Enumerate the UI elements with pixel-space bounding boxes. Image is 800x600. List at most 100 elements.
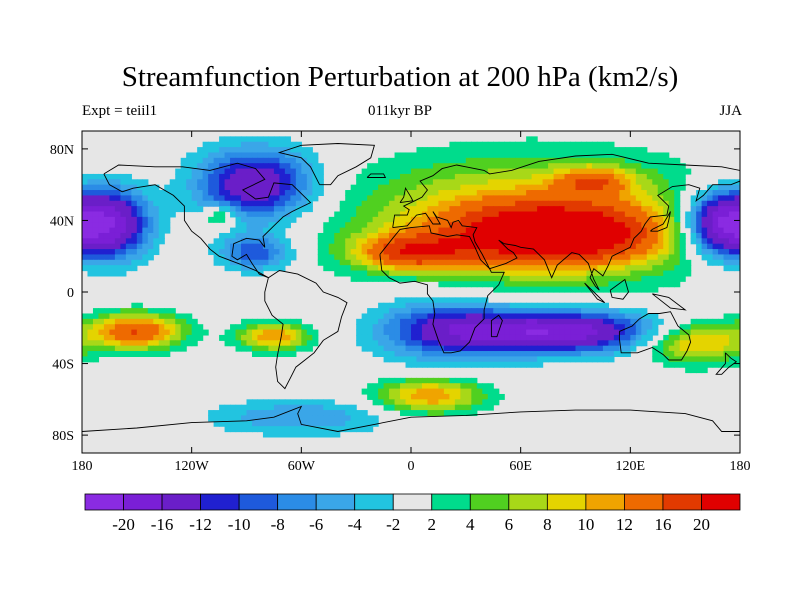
contour-cell bbox=[718, 243, 725, 250]
contour-cell bbox=[526, 281, 533, 288]
contour-cell bbox=[372, 324, 379, 331]
contour-cell bbox=[657, 254, 664, 261]
contour-cell bbox=[531, 179, 538, 186]
contour-cell bbox=[251, 415, 259, 422]
contour-cell bbox=[679, 329, 686, 336]
contour-cell bbox=[646, 173, 653, 180]
contour-cell bbox=[290, 254, 297, 261]
contour-cell bbox=[279, 399, 286, 406]
contour-cell bbox=[125, 222, 132, 229]
contour-cell bbox=[564, 222, 571, 229]
contour-cell bbox=[421, 195, 429, 202]
contour-cell bbox=[454, 147, 461, 154]
contour-cell bbox=[668, 168, 675, 175]
contour-cell bbox=[602, 216, 609, 223]
contour-cell bbox=[438, 410, 445, 417]
contour-cell bbox=[712, 356, 719, 363]
contour-cell bbox=[520, 147, 527, 154]
contour-cell bbox=[674, 361, 681, 368]
contour-cell bbox=[542, 318, 549, 325]
contour-cell bbox=[718, 318, 725, 325]
contour-cell bbox=[98, 211, 105, 218]
contour-cell bbox=[279, 157, 286, 164]
contour-cell bbox=[153, 184, 160, 191]
contour-cell bbox=[509, 200, 516, 207]
contour-cell bbox=[405, 232, 412, 239]
contour-cell bbox=[290, 173, 297, 180]
contour-cell bbox=[602, 259, 609, 266]
contour-cell bbox=[580, 216, 588, 223]
contour-cell bbox=[564, 152, 571, 159]
contour-cell bbox=[515, 163, 522, 170]
contour-cell bbox=[361, 388, 368, 395]
contour-cell bbox=[471, 361, 478, 368]
contour-cell bbox=[608, 238, 615, 245]
contour-cell bbox=[493, 179, 500, 186]
contour-cell bbox=[405, 361, 412, 368]
contour-cell bbox=[328, 265, 335, 272]
contour-cell bbox=[449, 195, 456, 202]
contour-cell bbox=[241, 324, 248, 331]
contour-cell bbox=[641, 286, 648, 293]
contour-cell bbox=[443, 383, 450, 390]
contour-cell bbox=[350, 259, 357, 266]
contour-cell bbox=[487, 141, 494, 148]
contour-cell bbox=[219, 232, 226, 239]
contour-cell bbox=[520, 281, 527, 288]
contour-cell bbox=[449, 388, 456, 395]
contour-cell bbox=[619, 286, 626, 293]
contour-cell bbox=[339, 238, 346, 245]
contour-cell bbox=[482, 179, 489, 186]
contour-cell bbox=[679, 173, 686, 180]
contour-cell bbox=[169, 329, 176, 336]
contour-cell bbox=[460, 243, 467, 250]
contour-cell bbox=[213, 141, 220, 148]
contour-cell bbox=[367, 420, 374, 427]
contour-cell bbox=[438, 308, 445, 315]
contour-cell bbox=[235, 184, 242, 191]
contour-cell bbox=[624, 173, 631, 180]
contour-cell bbox=[400, 313, 407, 320]
contour-cell bbox=[652, 157, 659, 164]
contour-cell bbox=[142, 345, 149, 352]
contour-cell bbox=[548, 168, 555, 175]
contour-cell bbox=[586, 179, 593, 186]
colorbar-swatch bbox=[701, 493, 741, 511]
contour-cell bbox=[175, 313, 182, 320]
contour-cell bbox=[169, 308, 176, 315]
contour-cell bbox=[515, 361, 522, 368]
contour-cell bbox=[580, 275, 588, 282]
contour-cell bbox=[465, 222, 472, 229]
contour-cell bbox=[591, 270, 599, 277]
contour-cell bbox=[482, 324, 489, 331]
contour-cell bbox=[301, 200, 308, 207]
contour-cell bbox=[674, 265, 681, 272]
contour-cell bbox=[372, 222, 379, 229]
contour-cell bbox=[87, 173, 94, 180]
contour-cell bbox=[608, 232, 615, 239]
contour-cell bbox=[92, 227, 100, 234]
contour-cell bbox=[164, 190, 171, 196]
contour-cell bbox=[718, 238, 725, 245]
contour-cell bbox=[202, 152, 209, 159]
contour-cell bbox=[624, 168, 631, 175]
contour-cell bbox=[312, 420, 319, 427]
contour-cell bbox=[619, 232, 626, 239]
contour-cell bbox=[87, 345, 94, 352]
contour-cell bbox=[224, 136, 231, 143]
contour-cell bbox=[383, 313, 390, 320]
contour-cell bbox=[443, 243, 450, 250]
contour-cell bbox=[389, 313, 396, 320]
contour-cell bbox=[509, 184, 516, 191]
contour-cell bbox=[411, 206, 418, 213]
contour-cell bbox=[509, 265, 516, 272]
contour-cell bbox=[559, 324, 566, 331]
contour-cell bbox=[136, 200, 143, 207]
contour-cell bbox=[306, 179, 313, 186]
contour-cell bbox=[334, 232, 341, 239]
contour-cell bbox=[87, 356, 94, 363]
contour-cell bbox=[591, 195, 599, 202]
contour-cell bbox=[493, 152, 500, 159]
contour-cell bbox=[114, 340, 121, 347]
contour-cell bbox=[350, 275, 357, 282]
